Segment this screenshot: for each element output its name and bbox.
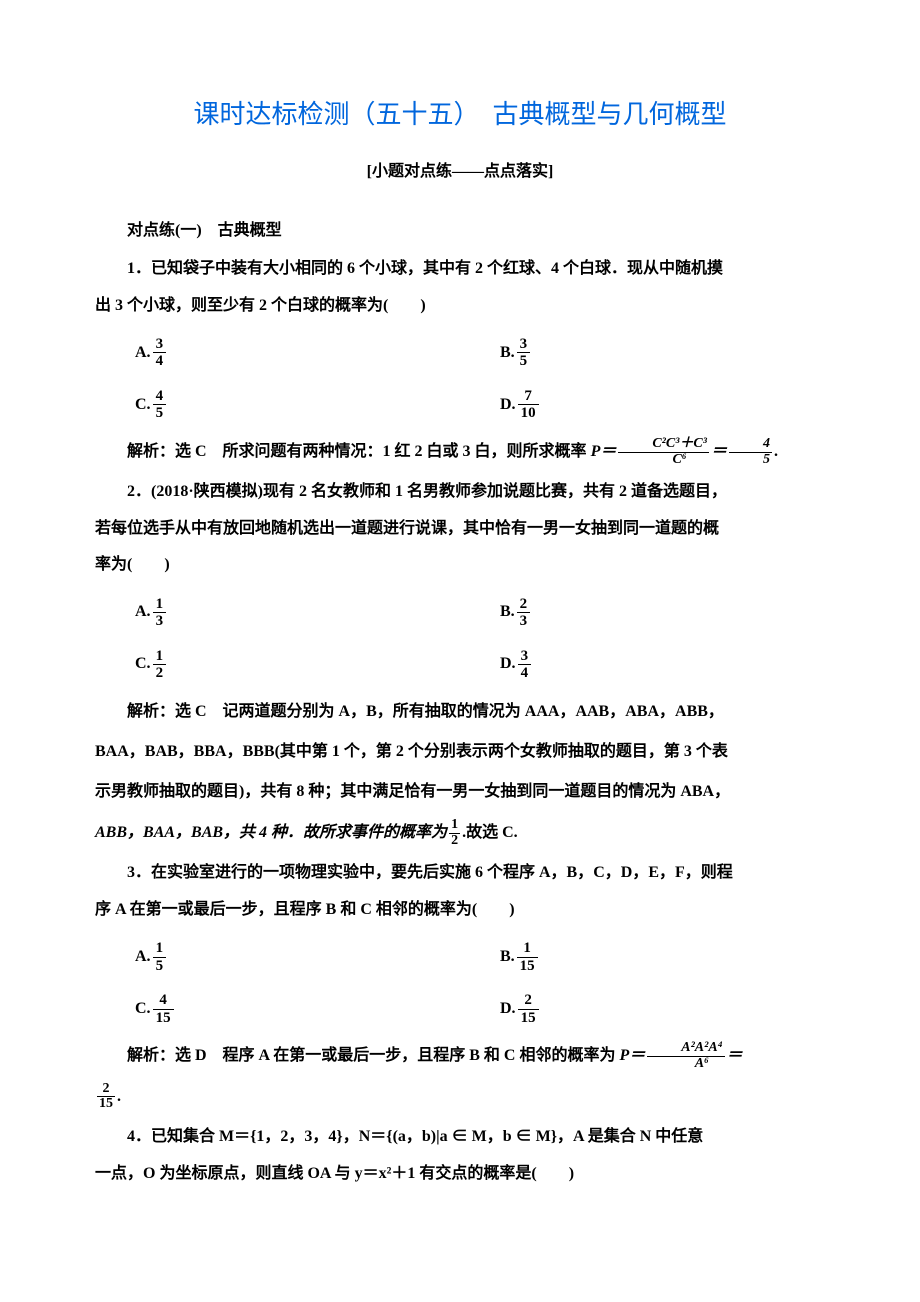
q2-opt-b: B.23 — [460, 587, 825, 639]
q3-opt-c: C.415 — [95, 983, 460, 1035]
q3-soln-eq: P＝A²A²A⁴A⁶＝ — [619, 1047, 742, 1064]
q3-stem-line1: 3．在实验室进行的一项物理实验中，要先后实施 6 个程序 A，B，C，D，E，F… — [95, 858, 825, 888]
q2-options: A.13 B.23 C.12 D.34 — [95, 587, 825, 691]
q3-solution-line1: 解析：选 D 程序 A 在第一或最后一步，且程序 B 和 C 相邻的概率为 P＝… — [95, 1041, 825, 1072]
q1-opt-a: A.34 — [95, 327, 460, 379]
q2-soln-line2: BAA，BAB，BBA，BBB(其中第 1 个，第 2 个分别表示两个女教师抽取… — [95, 737, 825, 767]
q1-opt-c: C.45 — [95, 379, 460, 431]
q1-soln-lead: 解析：选 C 所求问题有两种情况：1 红 2 白或 3 白，则所求概率 — [127, 443, 591, 460]
q4-stem-line1: 4．已知集合 M＝{1，2，3，4}，N＝{(a，b)|a ∈ M，b ∈ M}… — [95, 1122, 825, 1152]
q2-stem-line2: 若每位选手从中有放回地随机选出一道题进行说课，其中恰有一男一女抽到同一道题的概 — [95, 514, 825, 544]
q1-opt-d: D.710 — [460, 379, 825, 431]
q1-options: A.34 B.35 C.45 D.710 — [95, 327, 825, 431]
q2-opt-a: A.13 — [95, 587, 460, 639]
q4-stem-line2: 一点，O 为坐标原点，则直线 OA 与 y＝x²＋1 有交点的概率是( ) — [95, 1159, 825, 1189]
q1-solution: 解析：选 C 所求问题有两种情况：1 红 2 白或 3 白，则所求概率 P＝C²… — [95, 437, 825, 468]
q2-stem-line3: 率为( ) — [95, 550, 825, 580]
q2-opt-d: D.34 — [460, 639, 825, 691]
q2-soln-line3: 示男教师抽取的题目)，共有 8 种；其中满足恰有一男一女抽到同一道题目的情况为 … — [95, 777, 825, 807]
q2-soln-line1: 解析：选 C 记两道题分别为 A，B，所有抽取的情况为 AAA，AAB，ABA，… — [95, 697, 825, 727]
q2-opt-c: C.12 — [95, 639, 460, 691]
q3-opt-a: A.15 — [95, 931, 460, 983]
page-subtitle: [小题对点练——点点落实] — [95, 157, 825, 187]
q3-opt-b: B.115 — [460, 931, 825, 983]
q3-solution-line2: 215. — [95, 1082, 825, 1113]
section-label-1: 对点练(一) 古典概型 — [95, 216, 825, 246]
page-title: 课时达标检测（五十五） 古典概型与几何概型 — [95, 90, 825, 139]
q1-soln-eq: P＝C²C³＋C³C⁶＝45 — [591, 443, 774, 460]
q3-options: A.15 B.115 C.415 D.215 — [95, 931, 825, 1035]
q2-stem-line1: 2．(2018·陕西模拟)现有 2 名女教师和 1 名男教师参加说题比赛，共有 … — [95, 477, 825, 507]
q1-stem-line2: 出 3 个小球，则至少有 2 个白球的概率为( ) — [95, 291, 825, 321]
q3-soln-lead: 解析：选 D 程序 A 在第一或最后一步，且程序 B 和 C 相邻的概率为 — [127, 1047, 619, 1064]
q3-opt-d: D.215 — [460, 983, 825, 1035]
q2-soln-line4: ABB，BAA，BAB，共 4 种．故所求事件的概率为12.故选 C. — [95, 818, 825, 849]
q1-opt-b: B.35 — [460, 327, 825, 379]
q3-stem-line2: 序 A 在第一或最后一步，且程序 B 和 C 相邻的概率为( ) — [95, 895, 825, 925]
q1-stem-line1: 1．已知袋子中装有大小相同的 6 个小球，其中有 2 个红球、4 个白球．现从中… — [95, 254, 825, 284]
